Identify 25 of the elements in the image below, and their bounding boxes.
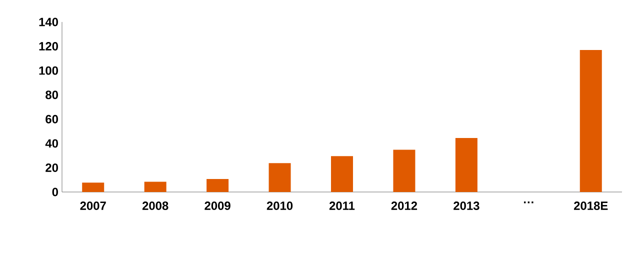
y-tick-label: 60 bbox=[46, 114, 58, 124]
y-tick-label: 0 bbox=[52, 188, 58, 196]
y-tick-label: 100 bbox=[39, 66, 58, 75]
bar bbox=[82, 182, 104, 192]
y-tick-label: 40 bbox=[45, 139, 58, 148]
y-tick-label: 120 bbox=[39, 42, 58, 51]
bar bbox=[455, 138, 478, 192]
x-tick-label: 2009 bbox=[204, 202, 230, 210]
y-tick-label: 20 bbox=[46, 163, 58, 172]
x-tick-label: 2007 bbox=[80, 202, 106, 210]
x-tick-label: 2012 bbox=[391, 202, 418, 210]
x-tick-label: 2008 bbox=[142, 202, 168, 210]
y-tick-label: 140 bbox=[39, 18, 58, 26]
x-tick-label: 2011 bbox=[329, 202, 355, 210]
bar bbox=[206, 179, 229, 192]
x-tick-label: 2013 bbox=[454, 202, 480, 210]
bar bbox=[580, 50, 602, 192]
bar bbox=[330, 156, 353, 192]
y-tick-label: 80 bbox=[46, 90, 58, 100]
bar bbox=[268, 163, 291, 192]
x-tick-label: 2018E bbox=[574, 202, 608, 210]
bar bbox=[393, 150, 416, 192]
x-tick-label: … bbox=[524, 202, 534, 204]
x-tick-label: 2010 bbox=[266, 202, 293, 210]
bar bbox=[144, 182, 166, 192]
